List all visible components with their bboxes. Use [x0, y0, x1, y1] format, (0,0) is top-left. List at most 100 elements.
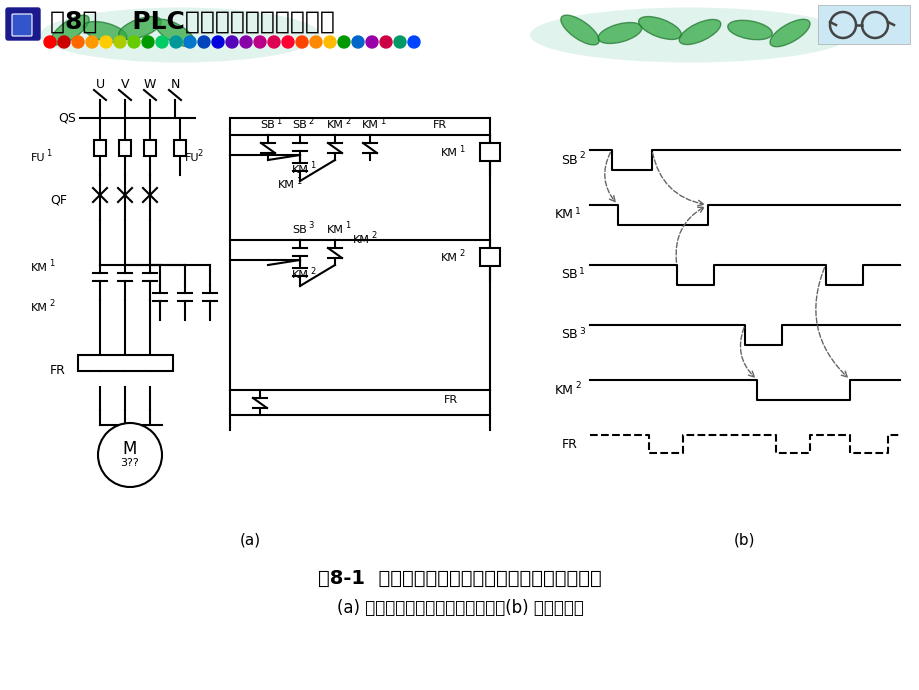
Text: 2: 2 — [574, 382, 580, 391]
Text: FR: FR — [50, 364, 66, 377]
Text: SB: SB — [561, 268, 577, 282]
Bar — [94, 140, 106, 156]
Ellipse shape — [529, 8, 849, 63]
Circle shape — [100, 36, 112, 48]
Circle shape — [380, 36, 391, 48]
Text: 1: 1 — [310, 161, 315, 170]
Circle shape — [296, 36, 308, 48]
Text: KM: KM — [554, 384, 573, 397]
Text: FR: FR — [443, 395, 458, 405]
Circle shape — [114, 36, 126, 48]
Bar — [174, 140, 186, 156]
Text: KM: KM — [31, 263, 48, 273]
FancyBboxPatch shape — [6, 8, 40, 40]
Text: 2: 2 — [310, 266, 315, 275]
Text: 1: 1 — [574, 206, 580, 215]
Text: KM: KM — [353, 235, 369, 245]
Text: SB: SB — [561, 153, 577, 166]
Text: 第8章    PLC控制系统程序设计方法: 第8章 PLC控制系统程序设计方法 — [50, 10, 335, 34]
Bar — [119, 140, 130, 156]
Ellipse shape — [727, 20, 771, 40]
Text: (a): (a) — [239, 533, 260, 547]
Text: FU: FU — [30, 153, 45, 163]
Text: 1: 1 — [46, 150, 51, 159]
Text: SB: SB — [292, 225, 307, 235]
Text: KM: KM — [440, 148, 458, 158]
Circle shape — [282, 36, 294, 48]
Bar — [78, 355, 173, 371]
Circle shape — [98, 423, 162, 487]
Circle shape — [170, 36, 182, 48]
Text: M: M — [122, 440, 137, 458]
Circle shape — [226, 36, 238, 48]
Text: 2: 2 — [345, 117, 350, 126]
Text: 1: 1 — [276, 117, 281, 126]
Ellipse shape — [154, 19, 195, 47]
Text: SB: SB — [561, 328, 577, 342]
Ellipse shape — [119, 17, 161, 39]
Text: KM: KM — [31, 303, 48, 313]
Text: 1: 1 — [578, 266, 584, 275]
Ellipse shape — [51, 15, 89, 45]
Circle shape — [393, 36, 405, 48]
Circle shape — [72, 36, 84, 48]
Text: 1: 1 — [49, 259, 54, 268]
Circle shape — [323, 36, 335, 48]
Text: 3??: 3?? — [120, 458, 139, 468]
Text: 1: 1 — [380, 117, 385, 126]
Text: KM: KM — [554, 208, 573, 221]
Ellipse shape — [769, 19, 809, 47]
Circle shape — [254, 36, 266, 48]
Ellipse shape — [638, 17, 681, 39]
Text: 图8-1  三相异步电动机可逆控制线路及工作时序图: 图8-1 三相异步电动机可逆控制线路及工作时序图 — [318, 569, 601, 587]
Text: U: U — [96, 79, 105, 92]
Circle shape — [366, 36, 378, 48]
Text: 2: 2 — [308, 117, 312, 126]
Text: KM: KM — [291, 270, 308, 280]
Text: 2: 2 — [459, 250, 464, 259]
Circle shape — [337, 36, 349, 48]
Circle shape — [211, 36, 223, 48]
Text: 1: 1 — [296, 177, 301, 186]
Text: KM: KM — [361, 120, 378, 130]
Text: KM: KM — [278, 180, 295, 190]
Text: QF: QF — [50, 193, 67, 206]
FancyBboxPatch shape — [817, 5, 909, 44]
Text: 3: 3 — [308, 221, 313, 230]
Text: SB: SB — [292, 120, 307, 130]
Text: N: N — [170, 79, 179, 92]
Text: KM: KM — [291, 165, 308, 175]
Circle shape — [407, 36, 420, 48]
Text: SB: SB — [260, 120, 275, 130]
Text: W: W — [143, 79, 156, 92]
Text: 2: 2 — [197, 150, 202, 159]
Circle shape — [156, 36, 168, 48]
Text: KM: KM — [326, 225, 343, 235]
Ellipse shape — [597, 23, 641, 43]
Text: 3: 3 — [578, 326, 584, 335]
Circle shape — [128, 36, 140, 48]
Text: QS: QS — [58, 112, 75, 124]
Circle shape — [58, 36, 70, 48]
Text: 2: 2 — [370, 232, 376, 241]
FancyBboxPatch shape — [12, 14, 32, 36]
Circle shape — [310, 36, 322, 48]
Text: V: V — [120, 79, 129, 92]
Bar — [480, 143, 499, 161]
Circle shape — [184, 36, 196, 48]
Text: 1: 1 — [345, 221, 350, 230]
Text: (b): (b) — [733, 533, 754, 547]
Text: (a) 三相异步电动机可逆控制线路；(b) 工作时序图: (a) 三相异步电动机可逆控制线路；(b) 工作时序图 — [336, 599, 583, 617]
Ellipse shape — [678, 19, 720, 45]
Circle shape — [142, 36, 153, 48]
Ellipse shape — [561, 15, 598, 45]
Circle shape — [44, 36, 56, 48]
Circle shape — [198, 36, 210, 48]
Text: 2: 2 — [578, 152, 584, 161]
Circle shape — [352, 36, 364, 48]
Text: 2: 2 — [49, 299, 54, 308]
Circle shape — [267, 36, 279, 48]
Text: FR: FR — [562, 437, 577, 451]
Text: FR: FR — [433, 120, 447, 130]
Text: KM: KM — [440, 253, 458, 263]
